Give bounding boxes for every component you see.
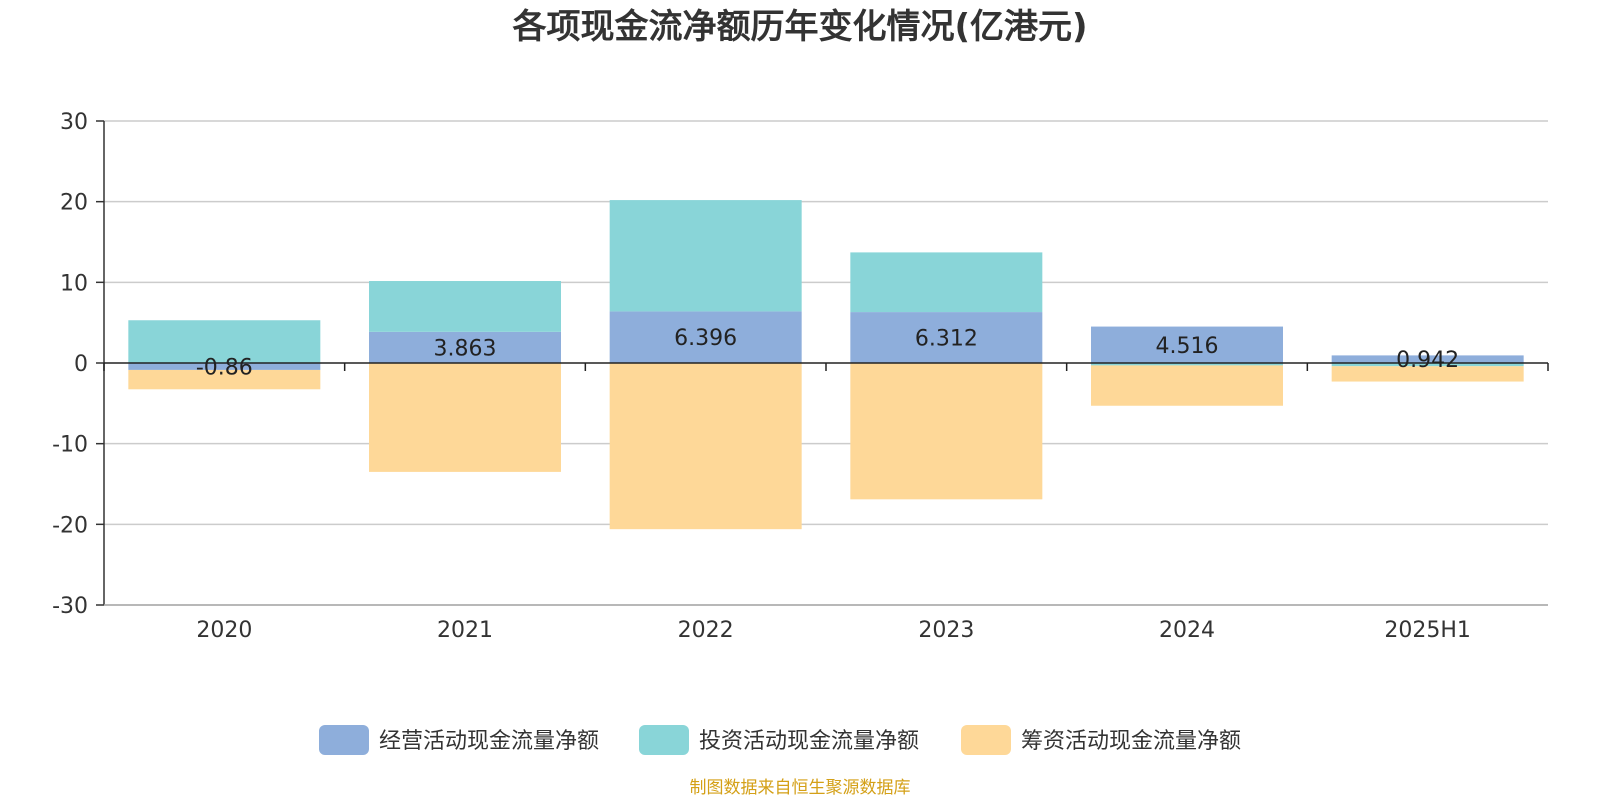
data-label: 3.863: [434, 336, 497, 361]
legend-swatch: [961, 725, 1011, 755]
x-tick-label: 2021: [437, 618, 493, 643]
y-tick-label: -30: [52, 594, 88, 619]
y-tick-label: -20: [52, 513, 88, 538]
x-tick-label: 2023: [918, 618, 974, 643]
data-label: 4.516: [1156, 334, 1219, 359]
data-label: -0.86: [196, 355, 253, 380]
data-labels: -0.86 3.863 6.396 6.312 4.516 0.942: [196, 326, 1459, 380]
bar-3-2024: [1091, 365, 1283, 406]
x-tick-label: 2024: [1159, 618, 1215, 643]
x-tick-label: 2022: [678, 618, 734, 643]
bar-1-2024: [1091, 326, 1283, 363]
bar-3-2025H1: [1331, 366, 1524, 382]
chart-title: 各项现金流净额历年变化情况(亿港元): [512, 7, 1087, 47]
y-tick-label: 0: [74, 352, 88, 377]
bar-1-2022: [609, 311, 802, 363]
legend-label: 筹资活动现金流量净额: [1021, 729, 1241, 754]
bar-1-2023: [850, 312, 1043, 363]
bar-3-2022: [609, 363, 802, 530]
y-tick-label: -10: [52, 433, 88, 458]
source-note: 制图数据来自恒生聚源数据库: [690, 778, 911, 798]
bar-2-2020: [128, 320, 321, 363]
legend: 经营活动现金流量净额 投资活动现金流量净额 筹资活动现金流量净额: [319, 725, 1241, 755]
legend-label: 投资活动现金流量净额: [699, 729, 919, 754]
bar-3-2021: [369, 363, 561, 472]
data-label: 6.312: [915, 327, 978, 352]
y-tick-label: 30: [60, 110, 88, 135]
bars: [128, 200, 1524, 530]
bar-3-2020: [128, 369, 321, 390]
legend-label: 经营活动现金流量净额: [379, 729, 599, 754]
bar-1-2021: [369, 331, 561, 363]
legend-swatch: [639, 725, 689, 755]
x-tick-label: 2025H1: [1384, 618, 1471, 643]
x-tick-label: 2020: [196, 618, 252, 643]
y-tick-label: 10: [60, 271, 88, 296]
bar-2-2025H1: [1331, 363, 1524, 367]
data-label: 6.396: [674, 326, 737, 351]
bar-1-2020: [128, 363, 321, 370]
bar-2-2021: [369, 281, 561, 332]
bar-3-2023: [850, 363, 1043, 500]
y-tick-label: 20: [60, 191, 88, 216]
legend-swatch: [319, 725, 369, 755]
bar-2-2022: [609, 200, 802, 312]
bar-2-2023: [850, 252, 1043, 313]
bar-1-2025H1: [1331, 355, 1524, 363]
bar-2-2024: [1091, 363, 1283, 366]
data-label: 0.942: [1396, 348, 1459, 373]
axes: -30 -20 -10 0 10 20 30 2020 2021 2022 2023 2024 2025…: [52, 110, 1549, 643]
